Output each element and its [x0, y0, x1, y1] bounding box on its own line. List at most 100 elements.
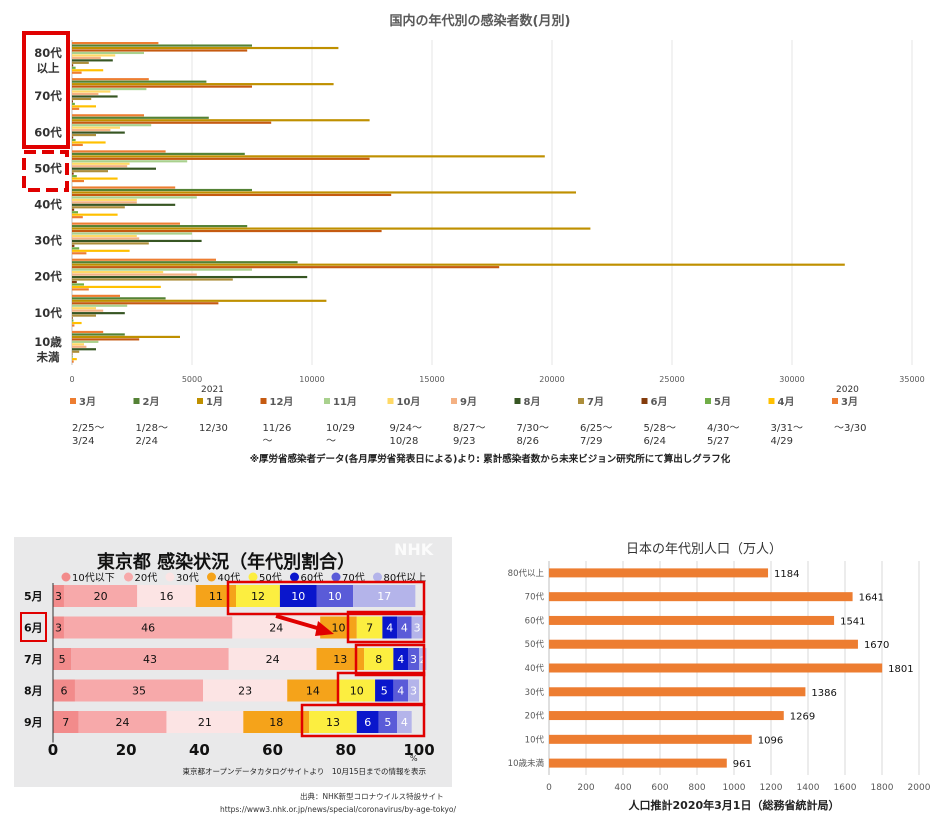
bar	[72, 304, 128, 307]
bar	[72, 324, 75, 327]
category-label: 7月	[24, 653, 43, 666]
segment-value: 24	[266, 653, 280, 666]
bar	[72, 239, 202, 243]
highlight-box-july	[354, 643, 426, 677]
stacked-segment	[279, 585, 317, 607]
data-label: 1184	[774, 569, 799, 580]
category-label: 30代	[34, 234, 62, 248]
legend-marker	[373, 572, 382, 582]
bar	[72, 275, 308, 279]
legend-swatch	[70, 398, 76, 404]
stacked-segment	[203, 679, 288, 702]
bar	[72, 92, 99, 96]
bar	[549, 758, 727, 768]
x-tick-label: 20000	[539, 375, 564, 384]
bar	[549, 615, 835, 625]
highlight-box-sep	[300, 703, 426, 738]
bar	[72, 297, 166, 300]
bar	[72, 360, 74, 363]
x-tick-label: 1400	[797, 783, 820, 793]
legend-label: 4月	[778, 396, 795, 408]
category-label: 50代	[525, 639, 545, 650]
bar	[72, 177, 118, 180]
bar	[72, 203, 176, 206]
stacked-segment	[397, 711, 412, 733]
legend-period: 1/28〜 2/24	[136, 423, 168, 447]
data-label: 1269	[790, 712, 815, 723]
x-tick-label: 2000	[908, 783, 931, 793]
bar	[72, 116, 209, 119]
x-tick-label: 35000	[899, 375, 924, 384]
segment-value: 10	[350, 685, 364, 698]
x-tick-label: 600	[651, 783, 668, 793]
legend-marker	[207, 572, 216, 582]
bar	[72, 188, 252, 192]
legend-swatch	[768, 398, 775, 404]
bar	[72, 196, 197, 199]
legend-period: 〜3/30	[834, 423, 866, 434]
bar	[72, 266, 500, 269]
stacked-segment	[166, 711, 244, 733]
legend-period: 11/26 〜	[263, 423, 292, 447]
bar	[72, 83, 334, 86]
x-tick-label: 5000	[182, 375, 202, 384]
bar	[72, 155, 545, 158]
legend-period: 8/27〜 9/23	[453, 423, 485, 447]
bar	[549, 663, 883, 673]
bar	[72, 340, 99, 343]
chart-title: 国内の年代別の感染者数(月別)	[390, 13, 571, 29]
legend-label: 30代	[176, 572, 199, 584]
bar	[72, 78, 149, 81]
bar	[72, 119, 370, 122]
bar	[72, 129, 111, 132]
bar	[72, 273, 197, 276]
legend-label: 10月	[397, 396, 421, 408]
data-label: 1096	[758, 735, 783, 746]
segment-value: 43	[143, 653, 157, 666]
legend-marker	[331, 572, 341, 582]
segment-value: 10	[331, 622, 345, 635]
bar	[72, 49, 248, 52]
bar	[72, 131, 125, 134]
x-tick-label: 800	[688, 783, 705, 793]
data-label: 1541	[840, 616, 865, 627]
stacked-segment	[53, 616, 64, 639]
bar	[72, 261, 298, 264]
bar	[72, 80, 207, 83]
segment-value: 4	[401, 622, 408, 635]
legend-period: 7/30〜 8/26	[517, 423, 549, 447]
bar	[72, 345, 87, 348]
bar	[72, 330, 104, 334]
category-label: 6月	[24, 622, 43, 635]
bar	[72, 44, 252, 47]
legend-period: 5/28〜 6/24	[644, 423, 676, 447]
bar	[72, 54, 116, 57]
legend-swatch	[832, 398, 838, 404]
legend-marker	[290, 572, 299, 582]
legend-label: 1月	[206, 396, 223, 408]
bar	[72, 87, 147, 91]
stacked-segment	[228, 648, 317, 670]
segment-value: 3	[410, 653, 417, 666]
bar	[72, 100, 73, 103]
monthly-age-chart-panel: 国内の年代別の感染者数(月別) 80代以上 70代 60代 50代 40代 30代 20代 1…	[22, 13, 925, 465]
stacked-segment	[63, 616, 233, 639]
bar	[72, 152, 245, 155]
stacked-segment	[53, 679, 75, 702]
bar	[72, 237, 140, 240]
category-label: 5月	[24, 590, 43, 603]
category-label: 80代以上	[508, 568, 545, 579]
category-label: 9月	[24, 716, 43, 729]
legend-period: 12/30	[199, 423, 228, 434]
bar	[72, 319, 74, 322]
tokyo-age-ratio-panel: NHK 東京都 感染状況（年代別割合） 10代以下 20代 30代 40代 50代 60代…	[14, 537, 452, 787]
legend-label: 3月	[79, 396, 96, 408]
stacked-segment	[53, 711, 79, 733]
legend-label: 11月	[333, 396, 357, 408]
tokyo-age-ratio-chart: NHK 東京都 感染状況（年代別割合） 10代以下 20代 30代 40代 50代 60代…	[20, 540, 435, 776]
segment-value: 4	[401, 716, 408, 729]
bar	[72, 208, 75, 211]
bar	[72, 353, 73, 356]
bar	[72, 136, 74, 139]
category-label: 60代	[34, 125, 62, 139]
